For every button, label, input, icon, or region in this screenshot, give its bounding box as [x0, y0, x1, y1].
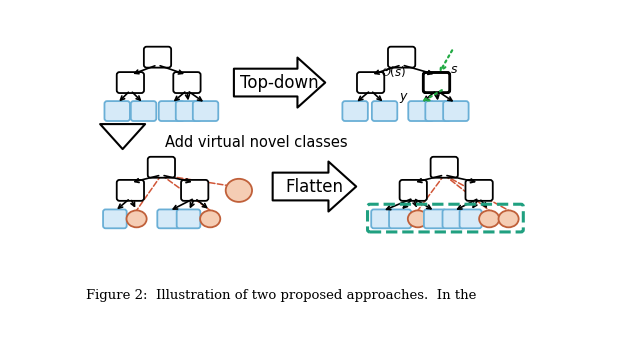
FancyBboxPatch shape: [144, 47, 171, 68]
FancyBboxPatch shape: [157, 209, 181, 228]
Text: Top-down: Top-down: [240, 73, 319, 92]
Ellipse shape: [226, 179, 252, 202]
Text: Figure 2:  Illustration of two proposed approaches.  In the: Figure 2: Illustration of two proposed a…: [86, 289, 477, 302]
FancyBboxPatch shape: [193, 101, 218, 121]
Text: Flatten: Flatten: [285, 177, 344, 196]
Text: $\mathcal{O}(s)$: $\mathcal{O}(s)$: [381, 64, 406, 79]
FancyBboxPatch shape: [104, 101, 130, 121]
FancyBboxPatch shape: [181, 180, 209, 201]
FancyBboxPatch shape: [173, 72, 200, 93]
FancyBboxPatch shape: [442, 209, 465, 228]
Text: $s$: $s$: [451, 63, 459, 77]
FancyBboxPatch shape: [424, 209, 446, 228]
FancyBboxPatch shape: [148, 157, 175, 178]
FancyBboxPatch shape: [176, 101, 201, 121]
Ellipse shape: [479, 211, 499, 227]
FancyBboxPatch shape: [357, 72, 384, 93]
Ellipse shape: [499, 211, 518, 227]
FancyBboxPatch shape: [399, 180, 427, 201]
FancyBboxPatch shape: [408, 101, 434, 121]
FancyBboxPatch shape: [431, 157, 458, 178]
FancyBboxPatch shape: [389, 209, 411, 228]
FancyBboxPatch shape: [460, 209, 482, 228]
FancyBboxPatch shape: [116, 180, 144, 201]
Text: $y$: $y$: [399, 91, 408, 105]
Text: Add virtual novel classes: Add virtual novel classes: [165, 135, 348, 150]
FancyBboxPatch shape: [423, 73, 450, 93]
FancyBboxPatch shape: [131, 101, 156, 121]
FancyBboxPatch shape: [388, 47, 415, 68]
Ellipse shape: [127, 211, 147, 227]
Ellipse shape: [200, 211, 220, 227]
FancyBboxPatch shape: [426, 101, 451, 121]
FancyBboxPatch shape: [371, 209, 394, 228]
FancyBboxPatch shape: [372, 101, 397, 121]
FancyBboxPatch shape: [116, 72, 144, 93]
FancyBboxPatch shape: [103, 209, 127, 228]
FancyBboxPatch shape: [177, 209, 200, 228]
FancyBboxPatch shape: [465, 180, 493, 201]
FancyBboxPatch shape: [423, 72, 450, 93]
FancyBboxPatch shape: [342, 101, 368, 121]
Ellipse shape: [408, 211, 428, 227]
FancyBboxPatch shape: [159, 101, 184, 121]
FancyBboxPatch shape: [443, 101, 468, 121]
